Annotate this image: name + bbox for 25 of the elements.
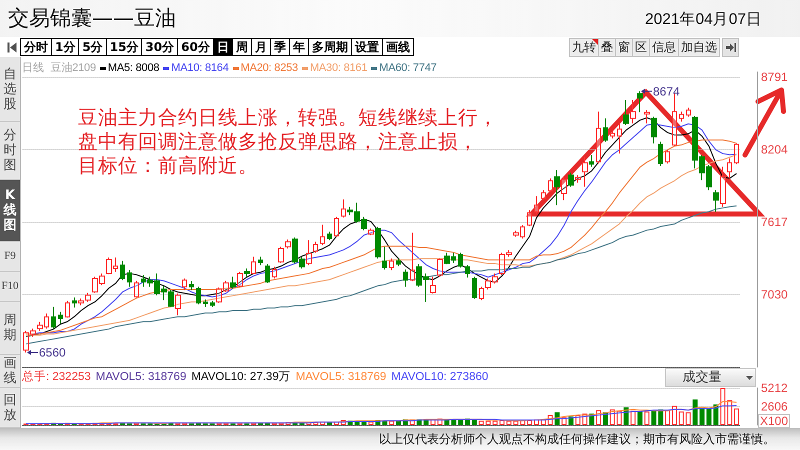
- text: MAVOL10: 27.39万: [191, 370, 291, 384]
- legend-label: MA10: 8164: [171, 61, 229, 75]
- annotation: 日线: [22, 61, 44, 75]
- chart-title: 交易锦囊——豆油: [8, 6, 176, 31]
- y-tick-label: 7617: [761, 214, 788, 229]
- text: 以上仅代表分析师个人观点不构成任何操作建议；期市有风险入市需谨慎。: [379, 431, 775, 447]
- y-tick-label: 2606: [761, 400, 788, 414]
- text: 总手: 232253: [22, 370, 91, 384]
- annotation: 豆油2109: [50, 61, 96, 75]
- legend-label: MA60: 7747: [379, 61, 437, 75]
- annotation: 8674: [652, 84, 680, 98]
- legend-label: MA20: 8253: [240, 61, 298, 75]
- text: MAVOL10: 273860: [391, 370, 488, 384]
- text: MAVOL5: 318769: [296, 370, 386, 384]
- text: MAVOL5: 318769: [96, 370, 186, 384]
- y-tick-label: 8791: [761, 70, 788, 84]
- chart-subtitle: 2021年04月07日: [645, 10, 762, 29]
- annotation: 6560: [39, 346, 66, 360]
- y-tick-label: 5212: [761, 381, 788, 395]
- annotation: 豆油主力合约日线上涨，转强。短线继续上行，盘中有回调注意做多抢反弹思路，注意止损，目标位：前高附近。: [78, 106, 499, 178]
- y-tick-label: 7030: [761, 287, 788, 302]
- legend-label: MA5: 8008: [108, 61, 160, 75]
- y-axis-title: X100: [760, 414, 788, 428]
- y-tick-label: 8204: [761, 142, 788, 156]
- legend-label: MA30: 8161: [310, 61, 368, 75]
